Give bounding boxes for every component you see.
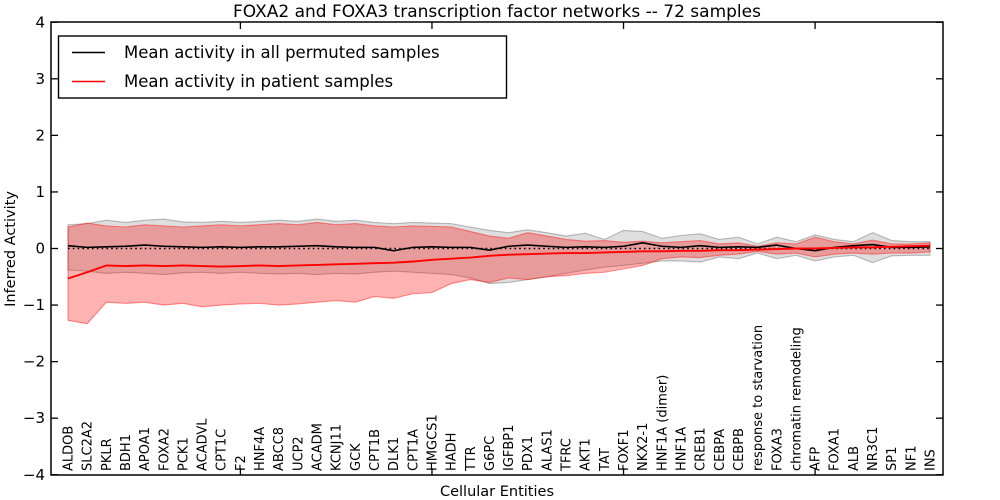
x-category-label: SLC2A2 (81, 421, 96, 471)
x-category-label: CEBPA (713, 429, 728, 471)
x-category-label: KCNJ11 (330, 424, 345, 471)
x-category-label: response to starvation (751, 325, 766, 471)
x-category-label: HNF1A (dimer) (655, 375, 670, 471)
x-category-label: ALAS1 (540, 429, 555, 471)
x-category-label: HNF1A (674, 427, 689, 471)
y-tick-label: −4 (23, 466, 45, 484)
x-category-label: FOXA2 (157, 428, 172, 471)
x-category-label: UCP2 (291, 436, 306, 471)
legend-label-patient-samples: Mean activity in patient samples (124, 72, 393, 91)
x-category-label: CPT1A (406, 429, 421, 471)
legend-label-permuted-samples: Mean activity in all permuted samples (124, 43, 440, 62)
x-category-label: ACADM (311, 423, 326, 471)
y-tick-label: 0 (35, 240, 45, 258)
x-category-label: ACADVL (196, 418, 211, 471)
x-category-label: TFRC (560, 438, 575, 472)
y-tick-label: −2 (23, 353, 45, 371)
y-tick-label: −1 (23, 296, 45, 314)
x-category-label: CREB1 (694, 427, 709, 471)
x-category-label: TAT (598, 448, 613, 472)
chart-title: FOXA2 and FOXA3 transcription factor net… (233, 2, 761, 22)
x-category-label: APOA1 (138, 427, 153, 471)
x-category-label: F2 (234, 455, 249, 471)
y-tick-labels: 4 3 2 1 0 −1 −2 −3 −4 (23, 13, 45, 484)
x-category-label: IGFBP1 (502, 425, 517, 471)
x-category-label: FOXA1 (828, 428, 843, 471)
y-tick-label: 2 (35, 126, 45, 144)
x-category-label: PCK1 (176, 437, 191, 471)
y-tick-label: −3 (23, 409, 45, 427)
x-category-label: ALDOB (62, 426, 77, 471)
mean-line-layer (67, 242, 931, 280)
band-layer (67, 218, 931, 325)
y-tick-label: 3 (35, 70, 45, 88)
patient-mean-line (67, 244, 931, 280)
x-category-label: CPT1C (215, 429, 230, 471)
tick-layer (51, 21, 943, 476)
x-axis-label: Cellular Entities (440, 484, 554, 500)
x-category-label: FOXF1 (617, 429, 632, 471)
x-category-label: DLK1 (387, 437, 402, 471)
x-category-label: HNF4A (253, 427, 268, 471)
x-category-label: BDH1 (119, 434, 134, 471)
x-category-label: AKT1 (579, 438, 594, 471)
x-category-label: CEBPB (732, 428, 747, 471)
permuted-mean-line (67, 242, 931, 252)
x-category-label: PDX1 (521, 436, 536, 471)
x-category-label: NR3C1 (866, 427, 881, 471)
x-category-label: ALB (847, 446, 862, 471)
x-category-label: SP1 (885, 447, 900, 471)
x-category-labels: ALDOB SLC2A2 PKLR BDH1 APOA1 FOXA2 PCK1 ACADVL C… (62, 325, 939, 472)
x-category-label: CPT1B (368, 429, 383, 471)
y-axis-label: Inferred Activity (3, 191, 19, 307)
x-category-label: chromatin remodeling (789, 327, 804, 471)
x-category-label: PKLR (100, 438, 115, 471)
x-category-label: GCK (349, 443, 364, 471)
y-tick-label: 4 (35, 13, 45, 31)
permuted-std-band (67, 218, 931, 285)
x-category-label: INS (924, 449, 939, 471)
x-category-label: FOXA3 (770, 428, 785, 471)
x-category-label: G6PC (483, 436, 498, 471)
x-category-label: TTR (464, 446, 479, 472)
x-category-label: NKX2-1 (636, 423, 651, 471)
legend: Mean activity in all permuted samples Me… (57, 35, 508, 99)
y-tick-label: 1 (35, 183, 45, 201)
x-category-label: AFP (809, 447, 824, 471)
x-category-label: HMGCS1 (425, 414, 440, 471)
legend-box (57, 35, 508, 99)
x-category-label: ABCC8 (272, 427, 287, 471)
x-category-label: NF1 (904, 446, 919, 471)
x-category-label: HADH (445, 433, 460, 471)
patient-std-band (67, 221, 931, 325)
